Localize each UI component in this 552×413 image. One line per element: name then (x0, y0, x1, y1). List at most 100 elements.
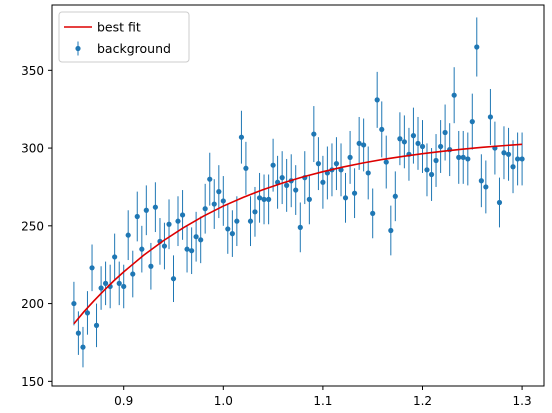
data-point (361, 142, 367, 148)
legend-box (58, 11, 190, 63)
data-point (134, 213, 140, 220)
data-point (211, 201, 217, 207)
x-axis-ticks: 0.9 1.0 1.1 1.2 1.3 (114, 386, 532, 408)
data-point (184, 246, 190, 252)
best-fit-line (73, 143, 523, 325)
data-point (252, 209, 258, 215)
data-point (510, 164, 516, 170)
data-point (229, 231, 235, 237)
data-point (84, 310, 91, 316)
data-point (519, 156, 525, 162)
data-point (166, 221, 172, 227)
data-point (193, 234, 199, 240)
data-point (256, 195, 263, 201)
data-point (392, 193, 398, 199)
plot-background (52, 5, 544, 386)
y-axis-ticks: 150 200 250 300 350 (21, 64, 52, 389)
data-point (333, 161, 340, 167)
data-point (125, 232, 131, 238)
legend-background-marker (75, 45, 81, 52)
data-point (496, 199, 503, 206)
data-point (220, 198, 226, 204)
data-point (152, 204, 158, 210)
data-point (261, 196, 267, 202)
data-point (342, 195, 349, 201)
y-tick-label: 250 (21, 219, 44, 233)
data-point (442, 129, 448, 136)
data-point (179, 212, 186, 218)
data-point (410, 133, 417, 139)
data-point (234, 218, 240, 224)
data-point (383, 159, 389, 165)
y-tick-label: 300 (21, 142, 44, 156)
data-point (89, 265, 95, 271)
data-point (116, 280, 122, 286)
data-point (243, 165, 249, 171)
data-point (161, 243, 168, 249)
data-point (370, 210, 376, 216)
x-tick-label: 1.3 (513, 394, 532, 408)
data-point (515, 156, 521, 162)
data-point (98, 285, 104, 291)
data-point (365, 170, 371, 176)
data-point (438, 143, 444, 150)
data-point (170, 276, 177, 282)
data-point (483, 184, 489, 190)
y-tick-label: 200 (21, 297, 44, 311)
data-point (424, 167, 430, 173)
data-point (202, 206, 208, 212)
data-point (415, 140, 421, 147)
data-point (456, 154, 462, 160)
data-point (465, 156, 471, 162)
y-tick-label: 350 (21, 64, 44, 78)
data-point (433, 157, 439, 164)
x-tick-label: 0.9 (114, 394, 133, 408)
legend: best fit background (58, 11, 190, 63)
x-tick-label: 1.1 (313, 394, 332, 408)
data-point (451, 92, 457, 98)
data-point (478, 178, 484, 184)
data-point (460, 154, 466, 160)
legend-background-label: background (97, 41, 171, 56)
data-point (207, 176, 213, 182)
data-point (306, 196, 312, 202)
x-tick-label: 1.2 (413, 394, 432, 408)
data-point (356, 140, 362, 147)
data-point (347, 154, 353, 160)
data-point (139, 246, 145, 252)
data-point (487, 114, 494, 120)
data-point (148, 263, 154, 269)
data-point (225, 226, 231, 232)
data-point (474, 44, 480, 50)
data-point (374, 97, 380, 103)
data-point (102, 280, 109, 286)
y-tick-label: 150 (21, 375, 44, 389)
data-point (216, 189, 222, 195)
data-point (75, 330, 81, 336)
data-point (279, 175, 285, 181)
legend-fit-label: best fit (97, 20, 141, 35)
data-point (238, 134, 245, 140)
data-point (247, 218, 254, 224)
data-point (505, 151, 512, 157)
data-point (297, 224, 303, 230)
data-point (80, 344, 86, 350)
data-point (315, 161, 322, 167)
data-point (388, 227, 394, 234)
fit-line-group (73, 143, 523, 325)
data-point (293, 187, 299, 193)
data-point (401, 139, 407, 145)
data-point (428, 171, 435, 178)
data-point (143, 207, 149, 213)
data-point (379, 126, 385, 133)
data-point (397, 136, 403, 142)
data-point (112, 254, 118, 260)
data-point (419, 143, 426, 150)
data-point (469, 119, 475, 125)
data-point (121, 283, 127, 290)
data-point (311, 131, 317, 137)
data-point (93, 322, 100, 328)
data-point (189, 248, 195, 254)
data-point (501, 150, 507, 156)
data-point (175, 218, 181, 224)
